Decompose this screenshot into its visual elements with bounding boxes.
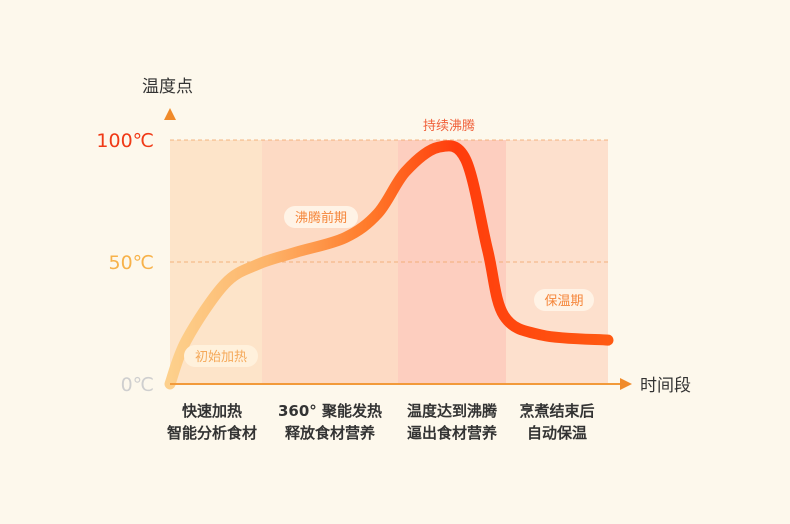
axes [164,108,632,390]
stage-pill-label: 初始加热 [195,350,247,365]
y-axis-title: 温度点 [142,77,193,97]
reference-lines [170,139,608,263]
stage-caption-line: 逼出食材营养 [407,424,498,442]
stage-pill [184,345,258,367]
x-axis-arrow-icon [620,378,632,390]
stage-pill [534,289,594,311]
stage-caption-line: 快速加热 [182,402,242,420]
y-tick-label: 0℃ [121,374,154,396]
stage-pill [284,206,358,228]
stage-pill-label: 保温期 [544,294,583,309]
stage-caption-line: 自动保温 [527,424,587,442]
stage-caption-line: 烹煮结束后 [519,402,594,420]
y-tick-label: 100℃ [96,130,154,152]
y-tick-labels: 0℃ 50℃ 100℃ [96,130,154,396]
stage-caption-line: 温度达到沸腾 [407,402,498,420]
stage-caption-line: 智能分析食材 [167,424,257,442]
stage-pill-label: 持续沸腾 [423,118,475,134]
y-tick-label: 50℃ [108,252,154,274]
temperature-curve-line [164,140,614,390]
stage-pill-label: 沸腾前期 [295,210,347,226]
y-axis-arrow-icon [164,108,176,120]
stage-caption-line: 释放食材营养 [285,424,376,442]
stage-caption-line: 360° 聚能发热 [278,402,382,420]
curve-layer [164,140,614,390]
x-axis-title: 时间段 [640,376,691,396]
